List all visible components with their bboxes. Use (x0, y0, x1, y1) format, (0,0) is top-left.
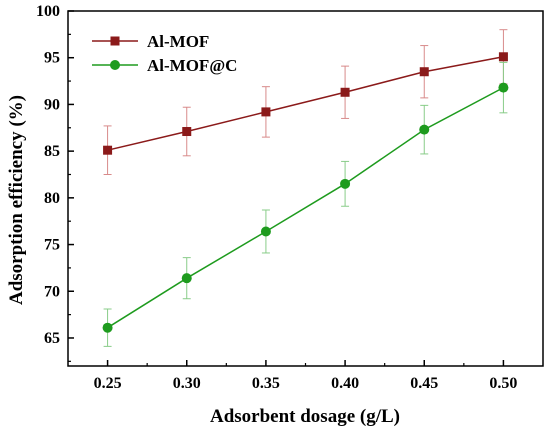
x-axis: 0.25 0.30 0.35 0.40 0.45 0.50 (94, 360, 517, 392)
data-point (419, 67, 429, 77)
x-tick-label: 0.25 (94, 375, 122, 392)
y-tick-label: 65 (44, 330, 60, 347)
data-point (340, 178, 351, 189)
data-point (498, 82, 509, 93)
x-axis-title: Adsorbent dosage (g/L) (210, 406, 400, 427)
y-axis-title: Adsorption efficiency (%) (6, 95, 27, 305)
y-axis: 65 70 75 80 85 90 95 100 (36, 3, 74, 362)
x-tick-label: 0.45 (410, 375, 438, 392)
data-point (182, 127, 192, 137)
x-tick-label: 0.30 (173, 375, 201, 392)
y-tick-label: 80 (44, 190, 60, 207)
y-tick-label: 70 (44, 283, 60, 300)
y-tick-label: 100 (36, 3, 60, 20)
data-point (498, 52, 508, 62)
legend-marker (110, 60, 120, 70)
plot-frame (67, 10, 544, 367)
y-tick-label: 85 (44, 143, 60, 160)
data-point (419, 124, 430, 135)
x-tick-label: 0.40 (331, 375, 359, 392)
legend: Al-MOF Al-MOF@C (92, 32, 237, 75)
data-point (260, 226, 271, 237)
series-line (107, 86, 504, 329)
plot-area (67, 10, 544, 367)
series-layer (102, 29, 509, 347)
y-tick-label: 75 (44, 237, 60, 254)
x-tick-label: 0.35 (252, 375, 280, 392)
y-tick-label: 95 (44, 50, 60, 67)
data-point (103, 145, 113, 155)
series-1 (102, 61, 509, 347)
y-tick-label: 90 (44, 96, 60, 113)
data-point (261, 107, 271, 117)
series-line (107, 56, 504, 151)
series-0 (103, 29, 508, 175)
legend-label: Al-MOF (147, 32, 209, 51)
legend-marker (110, 36, 120, 46)
data-point (340, 87, 350, 97)
x-tick-label: 0.50 (489, 375, 517, 392)
data-point (181, 273, 192, 284)
legend-label: Al-MOF@C (147, 56, 237, 75)
data-point (102, 322, 113, 333)
